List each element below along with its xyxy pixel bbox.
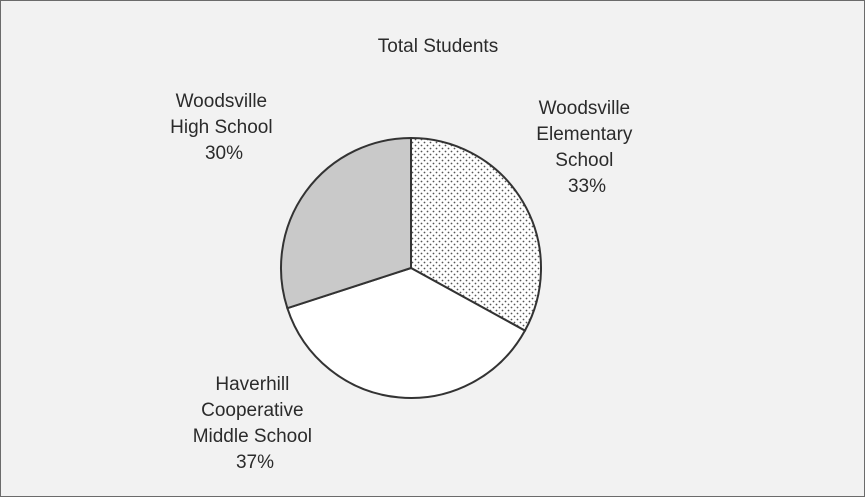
label-high-line2: High School	[170, 117, 272, 138]
slice-elementary	[410, 136, 543, 332]
slice-middle-school	[286, 266, 527, 399]
label-elementary-line3: School	[555, 150, 613, 171]
label-high-school: Woodsville High School 30%	[170, 91, 278, 164]
slice-high-school	[280, 136, 412, 310]
label-middle-school: Haverhill Cooperative Middle School 37%	[193, 374, 318, 473]
label-high-percent: 30%	[205, 143, 243, 164]
label-middle-line3: Middle School	[193, 426, 312, 447]
label-elementary-line2: Elementary	[536, 124, 633, 145]
label-high-line1: Woodsville	[176, 91, 268, 112]
label-elementary: Woodsville Elementary School 33%	[536, 98, 637, 197]
label-elementary-percent: 33%	[568, 176, 606, 197]
label-middle-line2: Cooperative	[201, 400, 303, 421]
label-middle-percent: 37%	[236, 452, 274, 473]
chart-title: Total Students	[378, 36, 498, 57]
pie-slices	[280, 136, 543, 399]
label-elementary-line1: Woodsville	[539, 98, 631, 119]
label-middle-line1: Haverhill	[215, 374, 289, 395]
